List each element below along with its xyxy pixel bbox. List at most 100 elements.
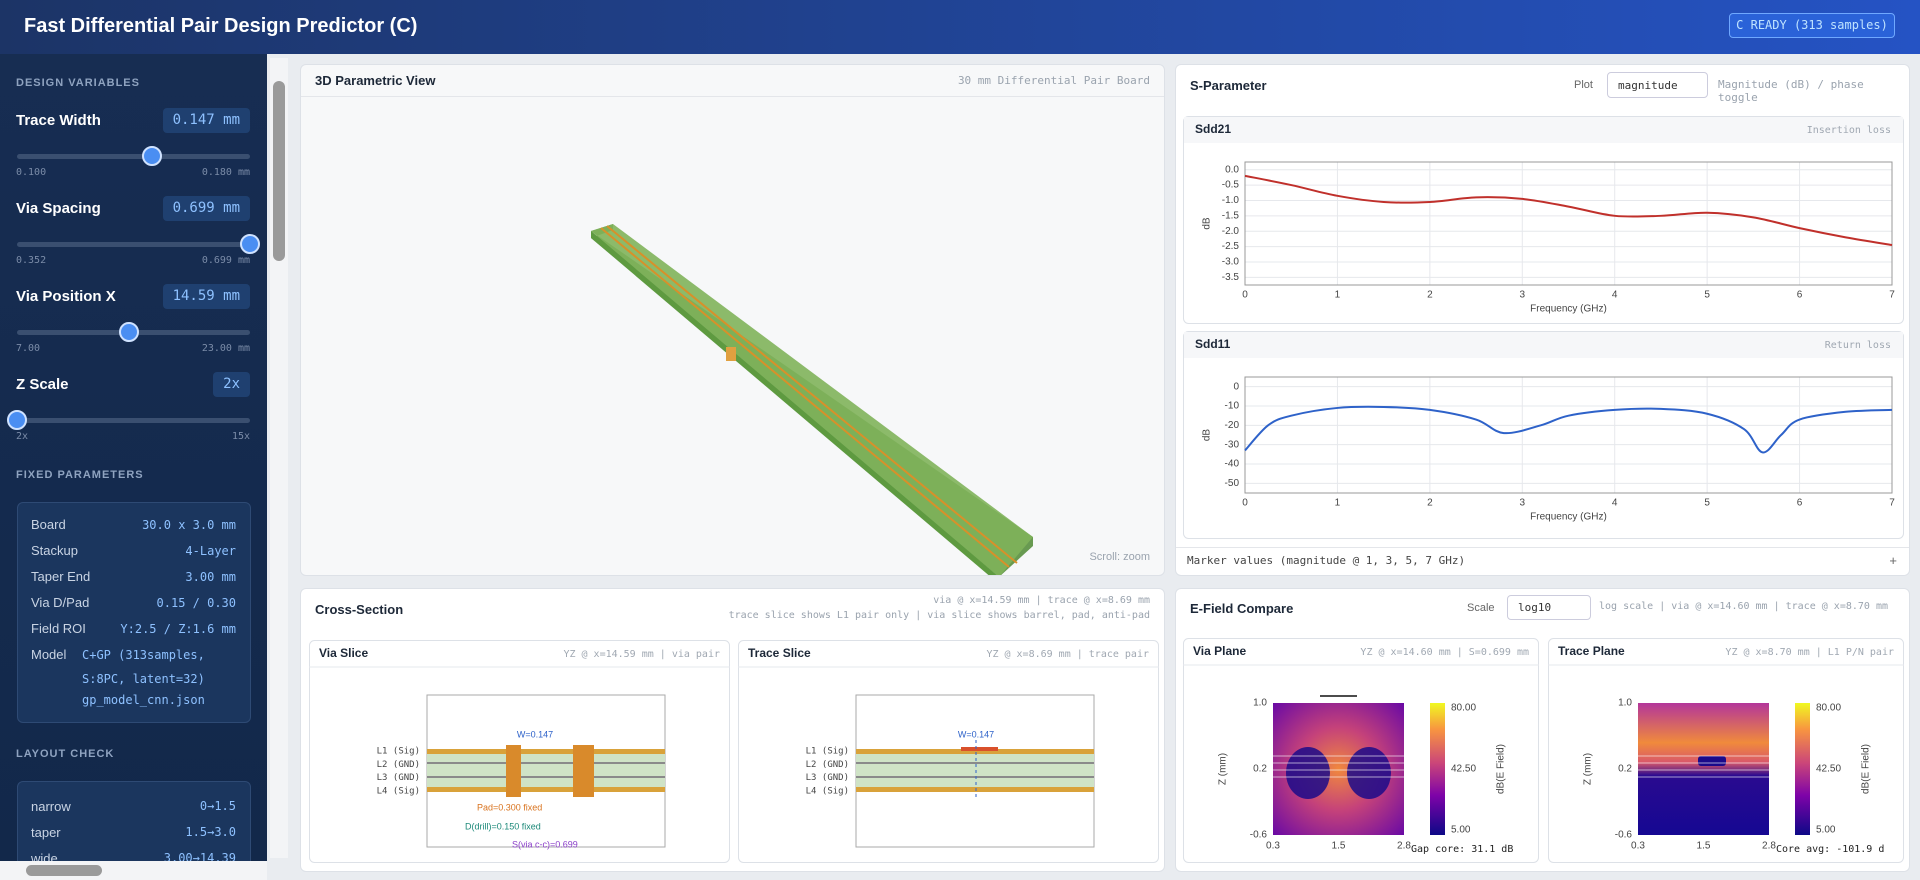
layer xyxy=(427,787,665,792)
layer xyxy=(856,776,1094,778)
y-tick-label: 1.0 xyxy=(1618,698,1632,709)
scroll-thumb-h[interactable] xyxy=(26,865,102,876)
y-axis-label: dB xyxy=(1202,429,1213,442)
scrollbar-v[interactable] xyxy=(270,58,288,858)
x-tick-label: 1.5 xyxy=(1332,841,1346,852)
x-tick-label: 2.8 xyxy=(1397,841,1411,852)
subpanel-note: YZ @ x=14.60 mm | S=0.699 mm xyxy=(1360,647,1529,658)
slider-track[interactable] xyxy=(17,322,250,342)
x-tick-label: 2 xyxy=(1427,498,1433,509)
subpanel-title: Trace Slice xyxy=(748,646,811,660)
param-value: Y:2.5 / Z:1.6 mm xyxy=(120,622,236,636)
chart-header xyxy=(1184,117,1903,143)
layer xyxy=(856,764,1094,776)
heatmap xyxy=(1638,703,1769,835)
panel-title: Cross-Section xyxy=(315,602,404,617)
slider-thumb[interactable] xyxy=(240,234,260,254)
field-core xyxy=(1698,756,1726,766)
slider-min: 7.00 xyxy=(16,343,41,354)
x-tick-label: 4 xyxy=(1612,498,1618,509)
slider-thumb[interactable] xyxy=(7,410,27,430)
x-tick-label: 7 xyxy=(1889,498,1895,509)
param-key: Model xyxy=(31,647,67,662)
panel-title: 3D Parametric View xyxy=(315,73,436,88)
colorbar xyxy=(1795,703,1810,835)
slider-max: 0.180 mm xyxy=(201,167,250,178)
x-tick-label: 2 xyxy=(1427,290,1433,301)
dim-label: W=0.147 xyxy=(958,729,994,739)
layer-label: L1 (Sig) xyxy=(806,747,849,757)
subpanel-note: YZ @ x=8.70 mm | L1 P/N pair xyxy=(1725,647,1894,658)
slider-track[interactable] xyxy=(7,410,250,430)
subpanel: Via Plane YZ @ x=14.60 mm | S=0.699 mm 1.0… xyxy=(1183,638,1539,863)
chart-frame xyxy=(1183,331,1904,539)
panel-title: S-Parameter xyxy=(1190,78,1267,93)
subpanel-note: YZ @ x=14.59 mm | via pair xyxy=(563,649,720,660)
y-axis-label: Z (mm) xyxy=(1583,753,1594,785)
board-edge xyxy=(591,231,997,575)
panel-title: E-Field Compare xyxy=(1190,601,1294,616)
slider-min: 2x xyxy=(16,431,29,442)
trace xyxy=(600,227,1010,568)
slider-thumb[interactable] xyxy=(118,322,139,342)
x-tick-label: 1 xyxy=(1335,498,1341,509)
check-value: 0→1.5 xyxy=(199,799,236,813)
param-key: Taper End xyxy=(31,569,91,584)
param-value: 3.00 mm xyxy=(185,570,236,584)
layer xyxy=(427,778,665,787)
x-tick-label: 0 xyxy=(1242,498,1248,509)
divider xyxy=(301,96,1164,97)
slider-max: 0.699 mm xyxy=(201,255,250,266)
slider-min: 0.352 xyxy=(16,255,47,266)
plot-select[interactable]: magnitude xyxy=(1607,72,1708,98)
layer-label: L3 (GND) xyxy=(806,773,849,783)
y-axis-label: Z (mm) xyxy=(1218,753,1229,785)
plane-footer: Gap core: 31.1 dB xyxy=(1411,844,1513,855)
scroll-thumb[interactable] xyxy=(273,81,285,261)
dim-label: S(via c-c)=0.699 xyxy=(512,839,578,849)
param-key: Board xyxy=(31,517,66,532)
x-tick-label: 0.3 xyxy=(1266,841,1280,852)
y-tick-label: -0.6 xyxy=(1250,830,1268,841)
subpanel-title: Via Plane xyxy=(1193,644,1246,658)
subpanel-title: Via Slice xyxy=(319,646,368,660)
slider-track[interactable] xyxy=(17,146,250,166)
check-key: narrow xyxy=(31,799,71,814)
board-3d[interactable] xyxy=(301,97,1164,575)
chart-header xyxy=(1184,332,1903,358)
cross-info: via @ x=14.59 mm | trace @ x=8.69 mm xyxy=(933,595,1150,606)
marker-add[interactable]: + xyxy=(1889,553,1897,568)
section-title: LAYOUT CHECK xyxy=(16,748,115,760)
y-tick-label: -3.0 xyxy=(1222,257,1240,268)
subpanel-note: YZ @ x=8.69 mm | trace pair xyxy=(986,649,1149,660)
y-tick-label: -30 xyxy=(1225,439,1240,450)
subpanel: Via Slice YZ @ x=14.59 mm | via pair L1 (S… xyxy=(309,640,730,863)
param-key: Stackup xyxy=(31,543,78,558)
slider-value: 14.59 mm xyxy=(162,284,250,309)
slider-track[interactable] xyxy=(17,234,260,254)
x-axis-label: Frequency (GHz) xyxy=(1530,304,1607,315)
layer xyxy=(856,754,1094,762)
scrollbar-h[interactable] xyxy=(0,861,267,880)
x-axis-label: Frequency (GHz) xyxy=(1530,512,1607,523)
layer-label: L4 (Sig) xyxy=(806,786,849,796)
x-tick-label: 2.8 xyxy=(1762,841,1776,852)
x-tick-label: 6 xyxy=(1797,290,1803,301)
chart-frame xyxy=(1183,116,1904,324)
slider-value: 2x xyxy=(213,372,250,397)
sidebar: DESIGN VARIABLES Trace Width 0.147 mm 0.100… xyxy=(0,54,267,880)
layer xyxy=(856,778,1094,787)
section-title: DESIGN VARIABLES xyxy=(16,77,140,89)
layer xyxy=(427,762,665,764)
layer-label: L1 (Sig) xyxy=(377,747,420,757)
dim-label: D(drill)=0.150 fixed xyxy=(465,821,541,831)
slider-thumb[interactable] xyxy=(142,146,163,166)
subpanel: Trace Slice YZ @ x=8.69 mm | trace pair L1… xyxy=(738,640,1159,863)
layer xyxy=(856,749,1094,754)
slider-value: 0.699 mm xyxy=(162,196,250,221)
y-tick-label: 0 xyxy=(1233,381,1239,392)
scale-select[interactable]: log10 xyxy=(1507,595,1591,620)
y-tick-label: -0.6 xyxy=(1615,830,1633,841)
divider xyxy=(1176,547,1909,548)
marker-values: Marker values (magnitude @ 1, 3, 5, 7 GH… xyxy=(1187,554,1466,567)
